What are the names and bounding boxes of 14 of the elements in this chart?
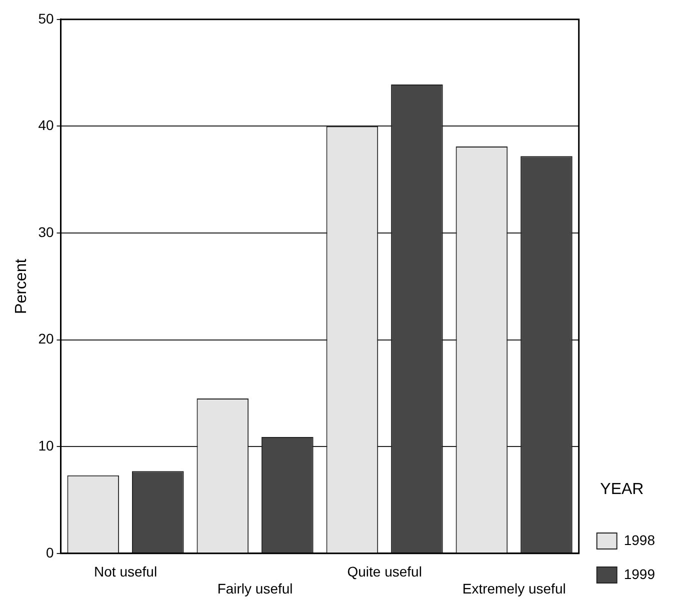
- x-tick-label: Fairly useful: [217, 580, 293, 596]
- x-tick-label: Not useful: [94, 564, 158, 580]
- y-tick-label: 0: [46, 544, 54, 560]
- y-tick-label: 20: [38, 330, 54, 347]
- y-tick-label: 10: [38, 437, 54, 454]
- legend-title: YEAR: [600, 481, 644, 498]
- legend-label: 1998: [624, 532, 656, 548]
- y-tick-label: 50: [38, 10, 54, 26]
- x-tick-label: Quite useful: [347, 564, 422, 580]
- y-tick-label: 30: [38, 224, 54, 240]
- y-axis-title: Percent: [13, 258, 30, 314]
- x-tick-label: Extremely useful: [462, 580, 566, 596]
- legend-label: 1999: [624, 566, 656, 582]
- y-tick-label: 40: [38, 117, 54, 134]
